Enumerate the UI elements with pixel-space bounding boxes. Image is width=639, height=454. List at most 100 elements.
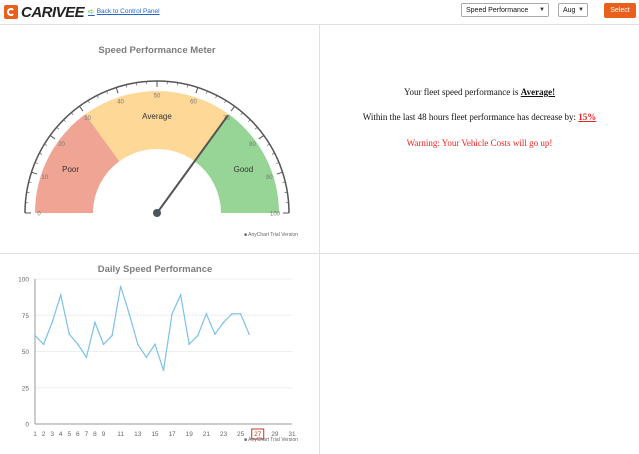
gauge-band-label: Good (234, 165, 254, 174)
chart-data-point (68, 333, 71, 335)
chart-data-point (162, 369, 165, 372)
speed-gauge: Speed Performance Meter PoorAverageGood … (24, 45, 290, 218)
chart-data-point (231, 313, 233, 315)
chart-data-point (128, 313, 131, 315)
gauge-tick (44, 143, 48, 146)
gauge-tick (248, 119, 251, 122)
chart-data-point (239, 313, 242, 315)
panel-divider-horizontal (0, 253, 639, 254)
chart-data-point (214, 333, 216, 335)
chart-x-tick-label: 6 (76, 431, 80, 438)
chart-data-point (111, 334, 113, 337)
month-select[interactable]: Aug ▼ (558, 3, 588, 17)
chart-trial-text: AnyChart Trial Version (248, 437, 298, 443)
gauge-tick (240, 112, 243, 116)
gauge-tick-label: 80 (249, 142, 256, 148)
chart-x-tick-label: 13 (134, 431, 142, 438)
gauge-band-poor (35, 114, 120, 213)
select-button[interactable]: Select (604, 3, 636, 18)
chart-x-tick-label: 3 (50, 431, 54, 438)
gauge-needle (156, 114, 229, 214)
warning-text: Warning: Your Vehicle Costs will go up! (406, 138, 553, 148)
gauge-tick-label: 90 (266, 175, 273, 181)
chart-data-point (59, 294, 62, 296)
chart-x-tick-label: 31 (288, 431, 296, 438)
chevron-down-icon: ▼ (539, 7, 545, 13)
chart-x-tick-label: 4 (59, 431, 63, 438)
gauge-tick (224, 100, 227, 104)
gauge-tick (106, 90, 108, 94)
gauge-tick (28, 181, 32, 184)
chart-trial-note: ■ AnyChart Trial Version (244, 437, 298, 443)
gauge-tick-label: 10 (41, 175, 48, 181)
status-prefix: Your fleet speed performance is (403, 87, 521, 97)
gauge-tick (34, 162, 38, 164)
gauge-title: Speed Performance Meter (98, 45, 216, 56)
chart-data-point (179, 294, 182, 296)
gauge-needle-hub (153, 209, 161, 217)
status-value: Average! (520, 87, 556, 97)
chart-y-tick-label: 25 (22, 385, 30, 392)
gauge-tick (215, 95, 218, 99)
performance-change: Within the last 48 hours fleet performan… (320, 112, 639, 122)
back-arrow-icon: ➪ (88, 7, 95, 16)
gauge-tick-label: 40 (117, 99, 124, 105)
gauge-tick (115, 87, 119, 94)
month-select-value: Aug (563, 6, 576, 14)
gauge-band-average (85, 91, 229, 162)
chart-y-tick-label: 50 (22, 349, 30, 356)
chart-data-point (196, 334, 199, 337)
chart-data-point (102, 343, 105, 346)
gauge-tick (271, 152, 275, 155)
report-select[interactable]: Speed Performance ▼ (461, 3, 549, 17)
chart-x-tick-label: 2 (42, 431, 46, 438)
chart-data-point (145, 356, 148, 359)
gauge-tick-label: 30 (84, 116, 91, 122)
gauge-tick (195, 87, 199, 94)
logo-icon (4, 5, 18, 19)
gauge-tick (206, 90, 208, 94)
chart-data-point (154, 343, 156, 346)
chart-y-tick-label: 0 (25, 422, 29, 429)
chart-x-tick-label: 25 (237, 431, 245, 438)
gauge-band-label: Poor (62, 165, 79, 174)
gauge-tick (266, 143, 270, 146)
gauge-tick (87, 100, 90, 104)
gauge-tick (276, 171, 283, 175)
gauge-band-good (194, 114, 279, 213)
back-link-label[interactable]: Back to Control Panel (96, 8, 160, 15)
chart-x-tick-label: 19 (186, 431, 194, 438)
back-link[interactable]: ➪ Back to Control Panel (88, 7, 160, 16)
chart-data-point (77, 343, 79, 346)
chart-data-point (171, 313, 173, 315)
chart-x-tick-label: 5 (67, 431, 71, 438)
chart-x-tick-label: 15 (151, 431, 159, 438)
gauge-tick-label: 60 (190, 99, 197, 105)
chart-data-point (205, 313, 208, 315)
gauge-tick (56, 127, 60, 130)
gauge-tick (282, 181, 286, 184)
chart-x-tick-label: 11 (117, 431, 124, 438)
gauge-trial-note: ■ AnyChart Trial Version (244, 232, 298, 238)
chart-x-tick-label: 23 (220, 431, 228, 438)
gauge-tick (71, 112, 74, 116)
gauge-tick (230, 105, 235, 112)
chart-data-point (248, 333, 250, 335)
logo: CARIVEE (4, 4, 85, 21)
gauge-tick (49, 135, 56, 140)
change-prefix: Within the last 48 hours fleet performan… (362, 112, 579, 122)
chart-x-tick-label: 1 (33, 431, 37, 438)
chart-data-point (42, 343, 45, 346)
gauge-tick-label: 50 (154, 94, 161, 100)
chart-data-point (119, 285, 122, 288)
chart-data-point (222, 321, 225, 324)
gauge-band-label: Average (142, 112, 172, 121)
gauge-trial-text: AnyChart Trial Version (248, 232, 298, 238)
change-value: 15% (578, 112, 597, 122)
chart-series-line (34, 286, 250, 371)
chart-x-tick-label: 7 (85, 431, 89, 438)
gauge-tick (63, 119, 66, 122)
gauge-tick (276, 162, 280, 164)
gauge-tick (39, 152, 43, 155)
